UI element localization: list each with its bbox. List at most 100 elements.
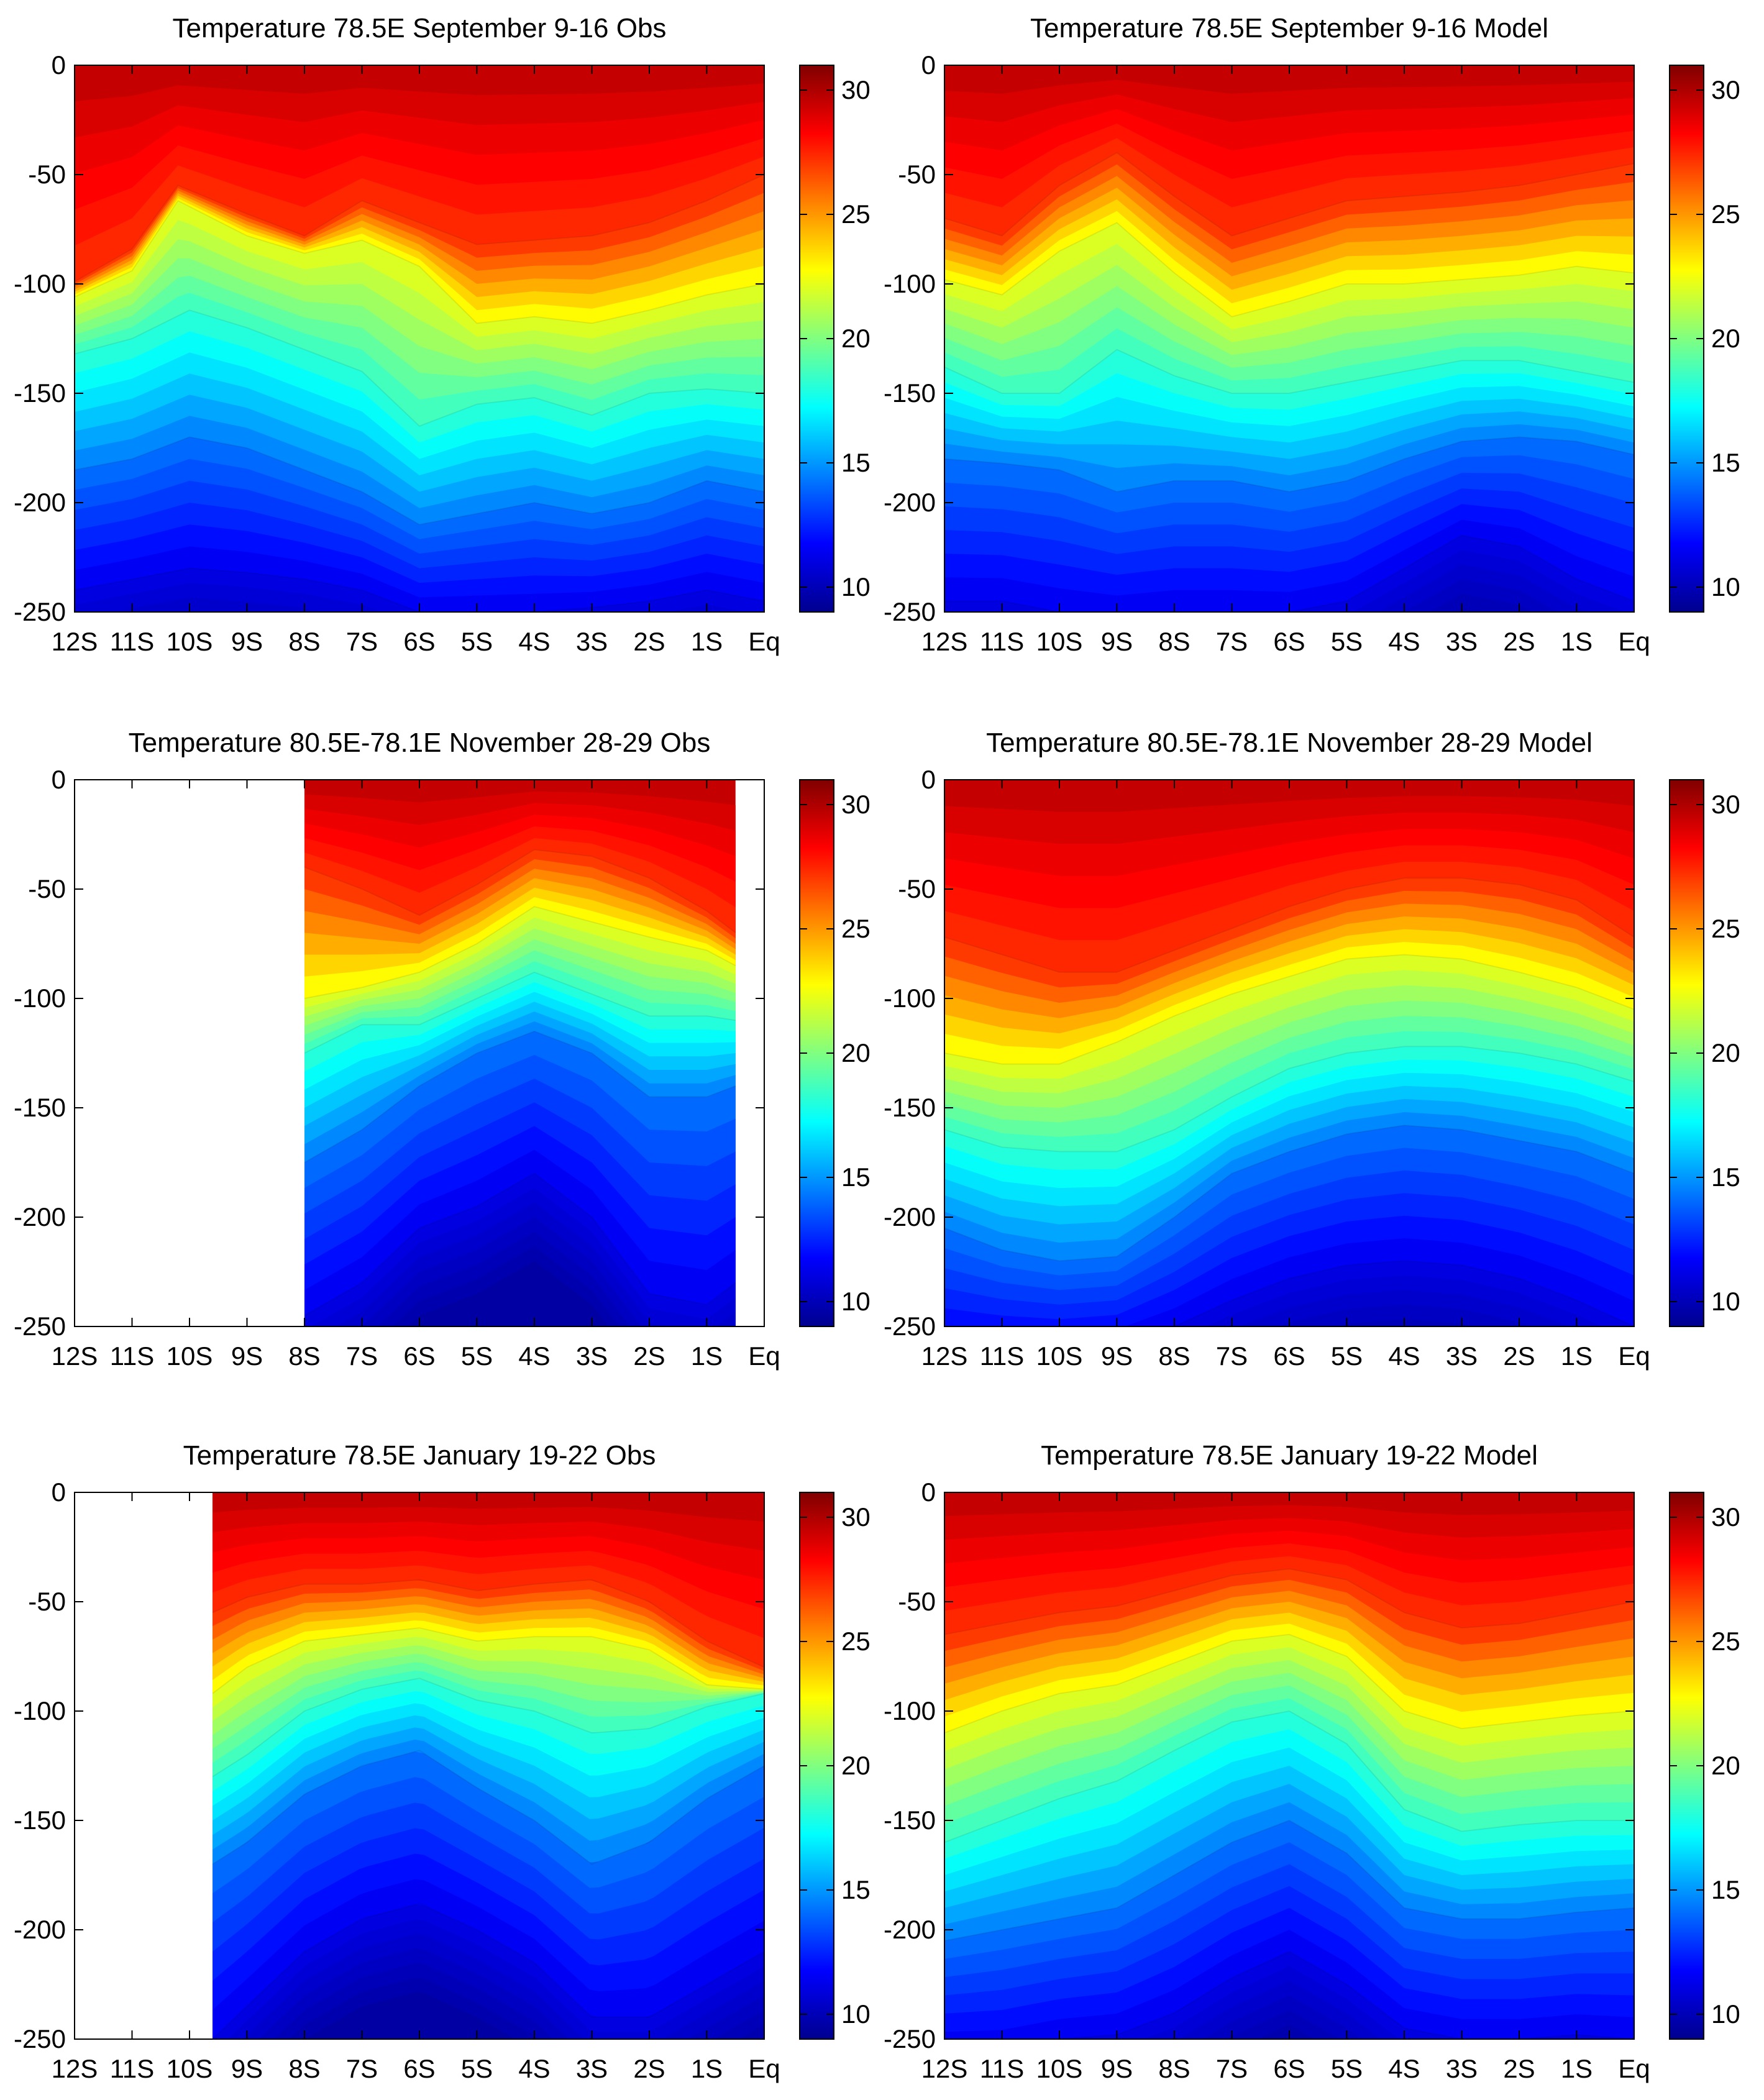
- x-tick-label: 12S: [921, 1341, 968, 1371]
- isotherm-line: [944, 152, 1634, 237]
- y-tick-label: -150: [14, 1093, 66, 1122]
- isotherm-line: [944, 349, 1634, 394]
- x-tick-label: 6S: [1273, 627, 1305, 656]
- x-tick-label: 1S: [691, 627, 723, 656]
- colorbar-tick-label: 15: [1711, 1162, 1740, 1192]
- x-tick-label: Eq: [748, 1341, 780, 1371]
- colorbar-tick-label: 10: [1711, 1999, 1740, 2029]
- y-tick-label: -150: [14, 378, 66, 408]
- x-tick-label: 10S: [1036, 627, 1083, 656]
- x-tick-label: 3S: [1446, 1341, 1478, 1371]
- colorbar-tick-label: 25: [1711, 914, 1740, 943]
- chart-panel: Temperature 78.5E September 9-16 Obs 0 -50…: [14, 13, 871, 656]
- isotherm-line: [944, 534, 1634, 612]
- x-tick-label: 7S: [346, 2054, 378, 2083]
- heatmap-field: [944, 1492, 1634, 2039]
- x-tick-label: 3S: [576, 627, 608, 656]
- colorbar-tick-label: 20: [841, 1038, 871, 1067]
- colorbar-tick-label: 20: [1711, 1751, 1740, 1780]
- chart-panel: Temperature 80.5E-78.1E November 28-29 O…: [14, 728, 871, 1371]
- x-tick-label: 8S: [288, 2054, 320, 2083]
- chart-title: Temperature 78.5E January 19-22 Model: [1041, 1440, 1538, 1471]
- y-tick-label: -200: [14, 488, 66, 517]
- y-tick-label: 0: [921, 1477, 936, 1507]
- x-tick-label: 6S: [403, 2054, 435, 2083]
- colorbar-tick-label: 25: [1711, 199, 1740, 229]
- temperature-band: [1430, 593, 1532, 612]
- chart-panel: Temperature 78.5E January 19-22 Obs 0 -50 -…: [14, 1440, 871, 2083]
- x-tick-label: Eq: [1618, 627, 1650, 656]
- x-tick-label: 10S: [167, 2054, 213, 2083]
- temperature-band: [112, 597, 324, 612]
- y-tick-label: -250: [14, 2024, 66, 2053]
- colorbar-tick-label: 20: [1711, 1038, 1740, 1067]
- colorbar-tick-label: 25: [1711, 1627, 1740, 1656]
- y-tick-label: -100: [884, 1696, 936, 1725]
- y-tick-label: -50: [28, 160, 66, 189]
- colorbar-tick-label: 30: [1711, 1502, 1740, 1532]
- x-tick-label: 11S: [980, 2054, 1025, 2083]
- chart-title: Temperature 78.5E September 9-16 Obs: [173, 13, 667, 43]
- temperature-band: [1277, 1304, 1531, 1326]
- y-tick-label: -150: [884, 378, 936, 408]
- colorbar-tick-label: 10: [841, 1999, 871, 2029]
- heatmap-field: [944, 65, 1634, 612]
- colorbar-tick-label: 25: [841, 914, 871, 943]
- y-tick-label: -100: [14, 1696, 66, 1725]
- x-tick-label: 9S: [1101, 627, 1133, 656]
- colorbar: 30 25 20 15 10: [1669, 65, 1740, 613]
- chart-panel: Temperature 80.5E-78.1E November 28-29 M…: [884, 728, 1740, 1371]
- y-tick-label: -150: [884, 1093, 936, 1122]
- isotherm-line: [212, 1627, 764, 1694]
- x-tick-label: 5S: [461, 2054, 493, 2083]
- x-tick-label: 1S: [691, 1341, 723, 1371]
- x-tick-label: 11S: [980, 627, 1025, 656]
- y-tick-label: -50: [898, 160, 936, 189]
- x-tick-label: 4S: [1388, 1341, 1420, 1371]
- heatmap-field: [944, 780, 1634, 1326]
- colorbar-tick-label: 20: [1711, 324, 1740, 353]
- colorbar-tick-label: 25: [841, 1627, 871, 1656]
- colorbar-tick-label: 10: [1711, 572, 1740, 601]
- isotherm-line: [1172, 1260, 1634, 1326]
- y-tick-label: -200: [884, 1915, 936, 1944]
- isotherm-line: [944, 1633, 1634, 1734]
- temperature-band: [408, 1261, 608, 1326]
- y-tick-label: 0: [921, 765, 936, 794]
- colorbar-tick-label: 30: [841, 790, 871, 819]
- x-tick-label: Eq: [748, 627, 780, 656]
- y-tick-label: -100: [14, 984, 66, 1013]
- chart-title: Temperature 80.5E-78.1E November 28-29 O…: [129, 728, 711, 758]
- y-tick-label: -50: [28, 1587, 66, 1616]
- x-tick-label: 3S: [576, 2054, 608, 2083]
- temperature-band: [1227, 2010, 1341, 2039]
- x-tick-label: 4S: [518, 2054, 550, 2083]
- x-tick-label: 5S: [461, 1341, 493, 1371]
- x-tick-label: 1S: [1561, 627, 1593, 656]
- x-tick-label: 7S: [1216, 2054, 1248, 2083]
- x-tick-label: 5S: [1331, 2054, 1363, 2083]
- y-tick-label: -100: [884, 269, 936, 298]
- x-tick-label: 3S: [576, 1341, 608, 1371]
- x-tick-label: 11S: [110, 1341, 155, 1371]
- x-tick-label: 6S: [1273, 2054, 1305, 2083]
- chart-panel: Temperature 78.5E January 19-22 Model 0 -5…: [884, 1440, 1740, 2083]
- x-tick-label: 1S: [1561, 1341, 1593, 1371]
- colorbar-tick-label: 15: [1711, 448, 1740, 477]
- y-tick-label: 0: [52, 1477, 66, 1507]
- x-tick-label: 2S: [1503, 2054, 1535, 2083]
- colorbar-tick-label: 30: [1711, 75, 1740, 104]
- x-tick-label: 6S: [403, 627, 435, 656]
- x-tick-label: 2S: [633, 2054, 665, 2083]
- x-tick-label: 3S: [1446, 627, 1478, 656]
- y-tick-label: -50: [898, 874, 936, 903]
- x-tick-label: 10S: [1036, 1341, 1083, 1371]
- x-tick-label: 7S: [1216, 627, 1248, 656]
- colorbar-tick-label: 25: [841, 199, 871, 229]
- isotherm-line: [304, 971, 736, 1054]
- isotherm-line: [75, 309, 764, 427]
- x-tick-label: 12S: [52, 627, 98, 656]
- y-tick-label: -250: [14, 1312, 66, 1341]
- y-tick-label: -200: [884, 1202, 936, 1231]
